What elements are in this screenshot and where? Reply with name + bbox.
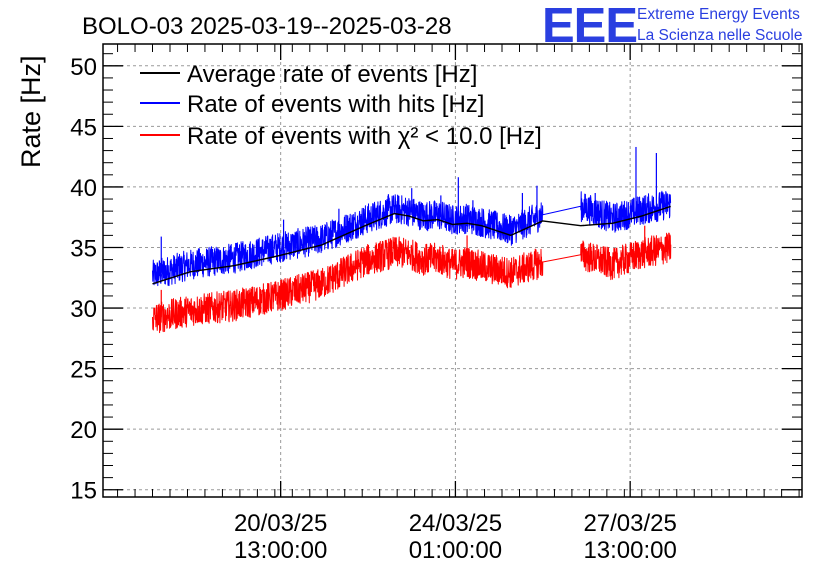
y-tick-label: 35 (70, 235, 97, 262)
y-axis-title: Rate [Hz] (16, 55, 46, 168)
series-line (152, 205, 672, 285)
y-axis: 15 20 25 30 35 40 45 50 (70, 53, 802, 505)
y-tick-label: 25 (70, 357, 97, 384)
x-tick-label-time: 13:00:00 (583, 537, 676, 564)
legend-label: Rate of events with hits [Hz] (187, 91, 484, 118)
y-tick-label: 15 (70, 478, 97, 505)
y-tick-label: 45 (70, 114, 97, 141)
plot-frame (102, 43, 803, 498)
x-axis: 20/03/2513:00:0024/03/2501:00:0027/03/25… (117, 44, 800, 564)
y-tick-label: 50 (70, 54, 97, 81)
logo-line-2: La Scienza nelle Scuole (637, 27, 802, 44)
y-tick-label: 30 (70, 296, 97, 323)
legend: Average rate of events [Hz] Rate of event… (140, 61, 542, 150)
x-tick-label-time: 01:00:00 (409, 537, 502, 564)
y-tick-label: 40 (70, 175, 97, 202)
series-line (152, 232, 672, 334)
x-tick-label-date: 20/03/25 (234, 510, 327, 537)
chart-title: BOLO-03 2025-03-19--2025-03-28 (82, 13, 452, 40)
x-tick-label-date: 24/03/25 (409, 510, 502, 537)
x-tick-label-date: 27/03/25 (583, 510, 676, 537)
eee-logo: EEE Extreme Energy Events La Scienza nel… (542, 0, 802, 53)
series-line (152, 190, 672, 287)
series-layer (152, 146, 672, 334)
logo-line-1: Extreme Energy Events (637, 6, 800, 23)
legend-label: Average rate of events [Hz] (187, 61, 477, 88)
y-tick-label: 20 (70, 417, 97, 444)
x-tick-label-time: 13:00:00 (234, 537, 327, 564)
legend-label: Rate of events with χ² < 10.0 [Hz] (187, 123, 542, 150)
